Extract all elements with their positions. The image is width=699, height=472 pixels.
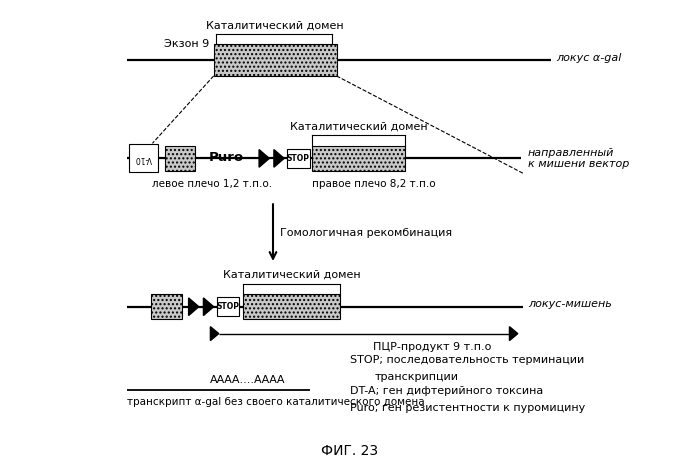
Bar	[129, 144, 157, 172]
Text: Каталитический домен: Каталитический домен	[290, 122, 428, 132]
Text: V-10: V-10	[135, 154, 152, 163]
Text: Каталитический домен: Каталитический домен	[223, 270, 361, 280]
Text: правое плечо 8,2 т.п.о: правое плечо 8,2 т.п.о	[312, 179, 436, 189]
Text: АААА....АААА: АААА....АААА	[210, 375, 285, 385]
Text: локус-мишень: локус-мишень	[528, 299, 612, 310]
Bar	[214, 44, 336, 76]
Text: Экзон 9: Экзон 9	[164, 39, 209, 49]
Polygon shape	[189, 298, 199, 316]
Text: Puro: Puro	[209, 151, 244, 163]
Polygon shape	[210, 327, 219, 341]
Text: STOP: STOP	[287, 154, 310, 163]
Text: локус α-gal: локус α-gal	[556, 53, 621, 63]
Text: Puro; ген резистентности к пуромицину: Puro; ген резистентности к пуромицину	[350, 404, 585, 413]
Text: транскрипции: транскрипции	[375, 372, 459, 382]
Text: направленный
к мишени вектор: направленный к мишени вектор	[528, 148, 629, 169]
Text: транскрипт α-gal без своего каталитического домена: транскрипт α-gal без своего каталитическ…	[127, 397, 424, 407]
Bar	[217, 297, 239, 316]
Polygon shape	[259, 150, 269, 167]
Text: STOP; последовательность терминации: STOP; последовательность терминации	[350, 355, 584, 365]
Polygon shape	[203, 298, 214, 316]
Text: Гомологичная рекомбинация: Гомологичная рекомбинация	[280, 228, 452, 237]
Bar	[243, 294, 340, 320]
Text: ФИГ. 23: ФИГ. 23	[321, 444, 378, 458]
Bar	[165, 146, 195, 171]
Text: Каталитический домен: Каталитический домен	[206, 20, 344, 31]
Bar	[287, 149, 310, 168]
Text: DT-A; ген дифтерийного токсина: DT-A; ген дифтерийного токсина	[350, 386, 542, 396]
Text: STOP: STOP	[217, 302, 240, 311]
Bar	[150, 294, 182, 320]
Bar	[312, 146, 405, 171]
Polygon shape	[274, 150, 284, 167]
Polygon shape	[510, 327, 518, 341]
Text: левое плечо 1,2 т.п.о.: левое плечо 1,2 т.п.о.	[152, 179, 273, 189]
Text: ПЦР-продукт 9 т.п.о: ПЦР-продукт 9 т.п.о	[373, 342, 492, 352]
